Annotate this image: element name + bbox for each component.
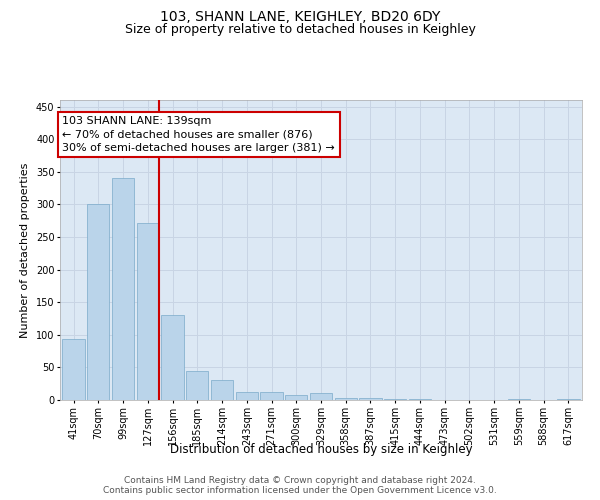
Bar <box>260 392 283 400</box>
Bar <box>236 392 258 400</box>
Text: Distribution of detached houses by size in Keighley: Distribution of detached houses by size … <box>170 442 472 456</box>
Bar <box>161 315 184 400</box>
Bar <box>335 398 357 400</box>
Bar <box>87 204 109 400</box>
Bar <box>137 222 159 400</box>
Bar <box>359 398 382 400</box>
Bar <box>186 370 208 400</box>
Bar <box>62 340 85 400</box>
Y-axis label: Number of detached properties: Number of detached properties <box>20 162 30 338</box>
Text: Size of property relative to detached houses in Keighley: Size of property relative to detached ho… <box>125 22 475 36</box>
Text: 103, SHANN LANE, KEIGHLEY, BD20 6DY: 103, SHANN LANE, KEIGHLEY, BD20 6DY <box>160 10 440 24</box>
Bar <box>211 380 233 400</box>
Text: 103 SHANN LANE: 139sqm
← 70% of detached houses are smaller (876)
30% of semi-de: 103 SHANN LANE: 139sqm ← 70% of detached… <box>62 116 335 152</box>
Bar <box>285 395 307 400</box>
Bar <box>112 178 134 400</box>
Text: Contains HM Land Registry data © Crown copyright and database right 2024.
Contai: Contains HM Land Registry data © Crown c… <box>103 476 497 495</box>
Bar <box>310 393 332 400</box>
Bar <box>409 398 431 400</box>
